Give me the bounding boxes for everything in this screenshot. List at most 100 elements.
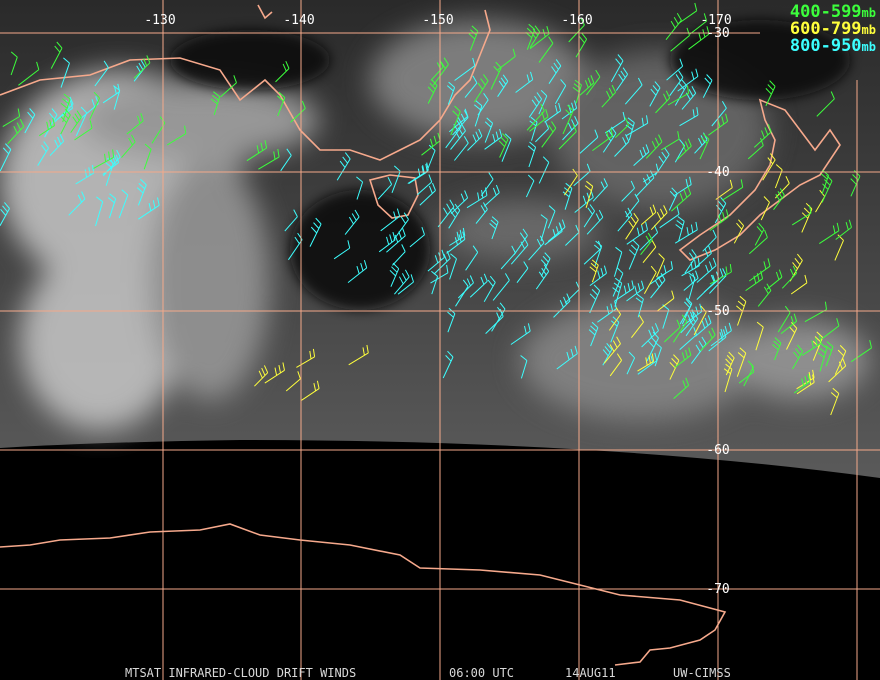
wind-barb [667, 85, 690, 106]
wind-barb [473, 100, 483, 127]
coastlines [0, 4, 841, 666]
wind-barb [38, 117, 55, 137]
wind-barb [526, 103, 545, 131]
wind-barb [755, 321, 764, 351]
wind-barb [681, 257, 700, 277]
wind-barb [449, 227, 466, 246]
wind-barb [437, 199, 455, 228]
wind-barb [700, 327, 716, 352]
wind-barb [528, 235, 545, 261]
wind-barb [391, 165, 401, 193]
wind-barb [220, 75, 237, 98]
wind-barb [674, 347, 692, 368]
latitude-labels: -30 -40 -50 -60 -70 [706, 26, 729, 597]
wind-barb [37, 141, 49, 166]
legend-range: 400-599 [790, 2, 862, 22]
wind-barb [791, 205, 812, 226]
wind-barb [553, 293, 571, 318]
wind-barb [554, 79, 567, 105]
wind-barb [442, 350, 454, 379]
wind-barb [121, 134, 136, 158]
wind-barb [541, 121, 557, 148]
wind-barb [733, 219, 745, 244]
wind-barb [275, 60, 290, 83]
wind-barb [510, 323, 531, 345]
wind-barb [483, 184, 500, 207]
footer: MTSAT INFRARED-CLOUD DRIFT WINDS 06:00 U… [125, 666, 731, 680]
wind-barb [609, 353, 623, 377]
wind-barb [674, 79, 688, 106]
wind-barb [7, 118, 25, 145]
wind-barb [166, 125, 187, 146]
wind-barb [454, 135, 469, 161]
wind-barb [645, 134, 663, 159]
wind-barb [820, 169, 830, 195]
legend-entry: 400-599mb [790, 2, 876, 22]
wind-barb [427, 249, 445, 272]
wind-barb [753, 124, 772, 148]
wind-barb [817, 342, 828, 372]
wind-barb [790, 274, 808, 295]
lat-label: -60 [706, 443, 729, 458]
wind-barb [515, 71, 534, 93]
wind-barb [2, 108, 21, 128]
wind-barb [556, 345, 578, 370]
wind-barb [821, 318, 840, 340]
wind-barb [614, 134, 630, 157]
wind-barb [450, 105, 461, 136]
wind-barb [18, 61, 40, 86]
wind-barb [498, 133, 509, 158]
wind-barb [258, 148, 280, 170]
wind-barb [830, 387, 840, 416]
wind-barb [60, 108, 71, 135]
wind-barb [501, 133, 512, 162]
wind-barb [540, 214, 548, 242]
wind-barb [75, 165, 95, 185]
wind-barb [544, 223, 563, 246]
wind-barb [835, 219, 852, 240]
wind-barb [466, 187, 488, 209]
wind-barb [684, 249, 697, 274]
wind-barb [143, 143, 152, 170]
wind-barb [70, 110, 82, 133]
wind-barb [579, 75, 595, 96]
wind-barb [711, 100, 727, 127]
wind-barb [484, 117, 494, 143]
wind-barb [656, 253, 665, 278]
wind-barb [102, 149, 121, 177]
wind-barb [643, 163, 659, 183]
wind-barb [102, 83, 121, 104]
wind-barb [613, 246, 623, 277]
legend-unit: mb [862, 6, 876, 20]
footer-product: MTSAT INFRARED-CLOUD DRIFT WINDS [125, 666, 356, 680]
wind-barb [821, 174, 833, 203]
wind-barb [699, 133, 710, 160]
wind-barb [625, 193, 640, 218]
wind-barb [409, 226, 425, 248]
wind-barb [333, 240, 351, 260]
lat-label: -40 [706, 165, 729, 180]
wind-barb [133, 55, 151, 79]
wind-barb [660, 131, 680, 151]
wind-barb [682, 303, 703, 327]
wind-barb [592, 178, 608, 202]
wind-barb [336, 152, 351, 181]
wind-barb [348, 344, 369, 366]
wind-barb [296, 348, 316, 368]
wind-barb [834, 234, 844, 261]
wind-barb [786, 322, 798, 350]
wind-barb [688, 26, 710, 50]
wind-barb [589, 284, 601, 314]
wind-barb [777, 305, 791, 333]
wind-barb [133, 59, 146, 82]
wind-barb [525, 174, 535, 198]
wind-barb [662, 304, 670, 329]
wind-barb [679, 107, 699, 127]
wind-barb [513, 228, 528, 255]
wind-barb [484, 128, 503, 150]
wind-barb [562, 182, 573, 210]
wind-barb [680, 311, 695, 334]
wind-barb [635, 293, 644, 318]
wind-barb [677, 138, 692, 160]
wind-barb [565, 224, 580, 246]
